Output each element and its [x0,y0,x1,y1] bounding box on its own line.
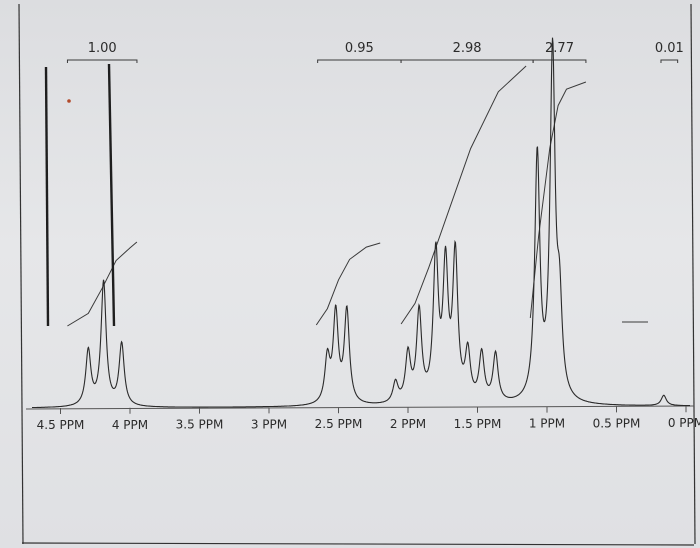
integration-bracket [66,59,138,63]
x-axis-line [25,405,695,410]
integration-label: 0.95 [345,41,374,56]
integral-range-marker [44,63,116,327]
x-tick-label: 1 PPM [529,417,565,431]
integration-bracket [400,59,534,63]
integration-bracket [317,59,402,63]
integral-curve [315,242,381,326]
frame-bottom [21,542,695,546]
x-tick-label: 1.5 PPM [454,417,502,431]
x-axis-ticks [60,406,687,414]
integration-labels: 1.00 0.95 2.98 2.77 0.01 [88,41,684,56]
x-tick-label: 3.5 PPM [176,418,224,432]
integration-brackets [66,59,679,63]
integral-curve [67,241,138,327]
frame-left [18,3,24,545]
x-tick-label: 0 PPM [668,416,700,430]
x-tick-label: 4 PPM [112,418,148,432]
integration-bracket [660,59,679,63]
integration-label: 2.98 [453,41,482,56]
x-tick-label: 3 PPM [251,417,287,431]
integration-bracket [532,59,587,63]
x-axis-labels: 4.5 PPM 4 PPM 3.5 PPM 3 PPM 2.5 PPM 2 PPM 1.5 … [37,416,700,432]
x-tick-label: 2.5 PPM [315,417,363,431]
spectrum-line [32,37,690,409]
x-tick-label: 0.5 PPM [593,416,641,430]
integration-label: 0.01 [655,41,684,56]
integration-label: 1.00 [88,41,117,56]
integration-label: 2.77 [545,41,574,56]
integral-curve [400,65,527,325]
x-tick-label: 4.5 PPM [37,418,85,432]
spectrum-trace [32,37,690,409]
frame-right [690,3,696,545]
x-tick-label: 2 PPM [390,417,426,431]
